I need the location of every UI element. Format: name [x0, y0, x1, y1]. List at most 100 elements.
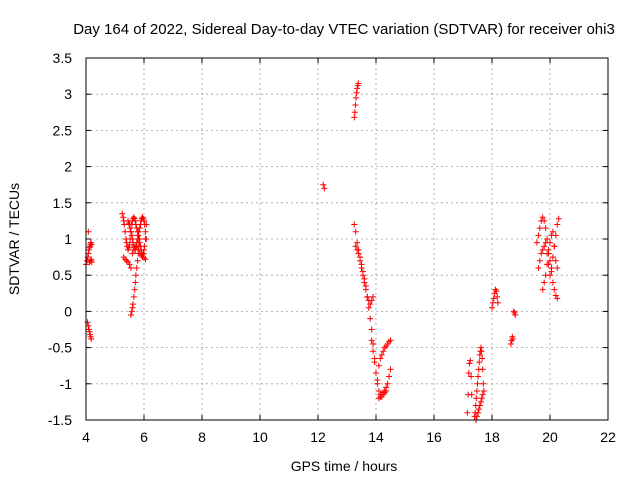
data-point — [126, 261, 133, 268]
data-point — [130, 293, 137, 300]
x-tick-label: 6 — [140, 429, 148, 445]
data-point — [466, 360, 473, 367]
data-point — [143, 236, 150, 242]
data-point — [129, 304, 136, 311]
data-point — [131, 286, 138, 293]
data-point — [352, 94, 359, 101]
data-point — [373, 369, 379, 376]
data-point — [127, 264, 134, 271]
data-point — [554, 295, 561, 302]
series-seg-17h-bottom — [473, 388, 487, 423]
data-point — [380, 348, 387, 355]
data-point — [387, 337, 394, 344]
x-tick-label: 10 — [252, 429, 268, 445]
data-point — [510, 308, 517, 315]
data-point — [370, 293, 377, 300]
data-point — [354, 246, 361, 253]
y-axis-label: SDTVAR / TECUs — [6, 183, 22, 295]
y-tick-label: 1.5 — [53, 195, 73, 211]
x-tick-label: 8 — [198, 429, 206, 445]
data-point — [142, 256, 149, 263]
data-point — [535, 264, 542, 271]
data-point — [141, 246, 147, 253]
data-point — [352, 102, 359, 109]
data-point — [352, 228, 359, 235]
data-point — [132, 217, 139, 224]
data-point — [474, 380, 481, 387]
data-point — [490, 295, 497, 302]
series-seg-5h-d — [125, 214, 150, 253]
data-point — [494, 299, 501, 306]
data-point — [554, 221, 561, 228]
data-point — [539, 286, 546, 293]
series-seg-4h-upper — [83, 239, 95, 268]
series-seg-14h-tail — [375, 366, 394, 402]
data-point — [533, 239, 540, 246]
series-seg-4h-extra — [85, 228, 95, 266]
data-point — [141, 217, 147, 224]
data-point — [371, 359, 378, 366]
data-point — [541, 217, 548, 224]
data-point — [355, 250, 362, 257]
data-point — [477, 344, 484, 351]
y-tick-label: 0 — [64, 303, 72, 319]
data-point — [367, 315, 374, 322]
data-point — [508, 337, 515, 344]
data-point — [538, 250, 545, 257]
data-point — [551, 286, 558, 293]
data-point — [551, 243, 558, 250]
data-point — [141, 254, 147, 261]
data-point — [125, 244, 132, 251]
series-seg-12h — [320, 181, 328, 192]
data-point — [380, 389, 387, 396]
data-point — [549, 228, 556, 235]
data-point — [368, 297, 375, 304]
data-point — [135, 232, 142, 239]
data-point — [378, 351, 385, 358]
data-point — [479, 391, 486, 398]
x-tick-label: 18 — [484, 429, 500, 445]
data-point — [489, 304, 495, 311]
data-point — [475, 373, 482, 380]
data-point — [381, 388, 388, 395]
data-point — [375, 395, 382, 402]
data-point — [473, 413, 480, 420]
data-point — [387, 366, 394, 373]
series-seg-13h-high — [351, 80, 362, 121]
data-point — [480, 380, 487, 387]
data-point — [141, 243, 148, 250]
data-point — [375, 362, 382, 369]
data-point — [541, 279, 548, 286]
data-point — [88, 256, 95, 263]
data-point — [139, 214, 146, 221]
x-tick-label: 12 — [310, 429, 326, 445]
data-point — [541, 243, 548, 250]
data-point — [134, 236, 141, 242]
x-tick-label: 20 — [542, 429, 558, 445]
data-point — [122, 228, 129, 235]
data-point — [88, 241, 95, 248]
series-seg-17h-main — [471, 344, 487, 420]
x-tick-label: 4 — [82, 429, 90, 445]
series-seg-17h-left — [464, 357, 475, 416]
data-point — [374, 377, 381, 384]
data-point — [542, 225, 549, 232]
data-point — [465, 369, 472, 376]
data-point — [479, 355, 486, 362]
data-point — [351, 114, 358, 121]
data-point — [480, 388, 487, 395]
x-axis-label: GPS time / hours — [291, 458, 398, 474]
data-point — [478, 395, 485, 402]
data-point — [120, 214, 127, 221]
data-point — [84, 319, 91, 326]
data-point — [539, 214, 546, 221]
data-point — [126, 241, 133, 248]
data-point — [548, 264, 555, 271]
data-point — [536, 225, 543, 232]
y-tick-label: 3.5 — [53, 50, 73, 66]
data-point — [367, 301, 374, 308]
data-point — [479, 366, 486, 373]
data-point — [135, 250, 142, 257]
x-tick-label: 16 — [426, 429, 442, 445]
